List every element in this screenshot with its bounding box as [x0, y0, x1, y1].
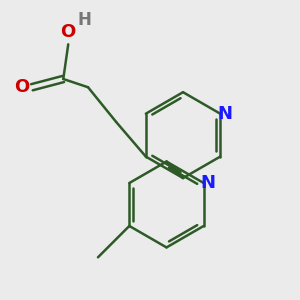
- Text: N: N: [200, 174, 215, 192]
- Text: N: N: [217, 105, 232, 123]
- Text: O: O: [14, 78, 29, 96]
- Text: H: H: [77, 11, 91, 28]
- Text: O: O: [61, 23, 76, 41]
